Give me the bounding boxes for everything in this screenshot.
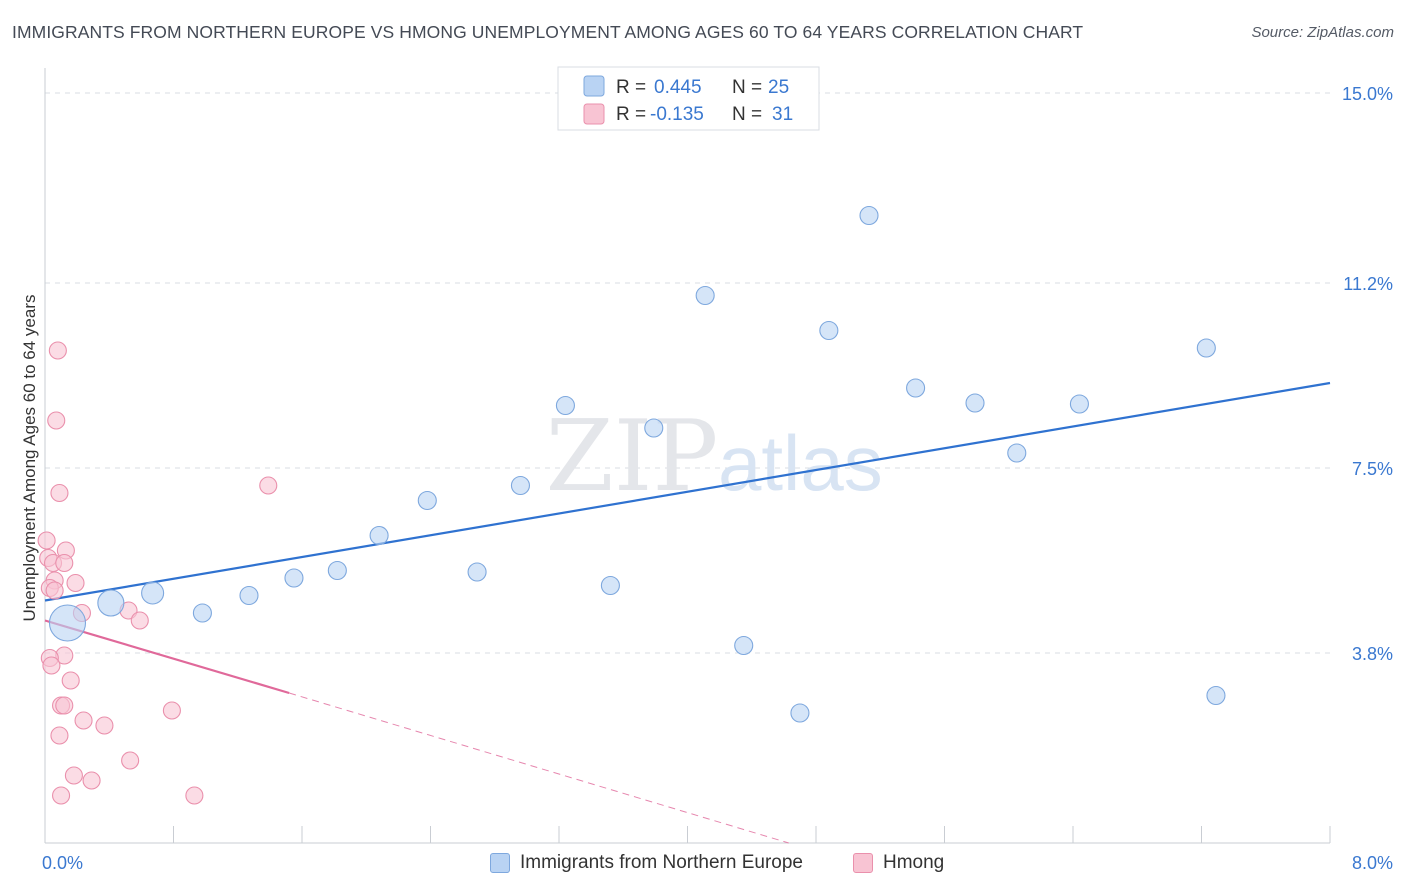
point-pink-22	[162, 701, 181, 720]
axes	[44, 68, 1331, 844]
legend-swatch-hmong	[853, 853, 873, 873]
y-tick-label-3: 15.0%	[1342, 84, 1393, 104]
point-pink-19	[61, 671, 80, 690]
y-tick-label-2: 11.2%	[1343, 274, 1393, 294]
legend-label-northern-europe: Immigrants from Northern Europe	[520, 852, 803, 873]
legend-r-label-1: R =	[616, 77, 646, 98]
trend-lines	[44, 381, 1331, 844]
point-blue-8	[417, 490, 437, 511]
point-blue-5	[284, 568, 304, 588]
point-pink-30	[185, 786, 204, 805]
point-pink-15	[130, 611, 149, 630]
legend-r-value-2: -0.135	[650, 104, 704, 125]
point-blue-20	[965, 393, 985, 413]
point-blue-3	[192, 603, 212, 623]
point-blue-10	[510, 475, 531, 496]
point-blue-6	[327, 560, 347, 581]
point-blue-9	[467, 562, 487, 582]
gridlines	[45, 92, 1330, 654]
point-pink-0	[48, 341, 67, 360]
legend-n-value-2: 31	[772, 104, 793, 125]
point-pink-24	[95, 716, 114, 735]
legend-top: R = 0.445 N = 25 R = -0.135 N = 31	[557, 66, 820, 131]
point-blue-0	[48, 604, 87, 642]
point-pink-8	[55, 553, 74, 573]
point-pink-27	[64, 766, 83, 785]
legend-item-hmong: Hmong	[853, 852, 944, 874]
point-blue-19	[906, 378, 926, 398]
point-blue-15	[734, 635, 754, 656]
legend-swatch-pink	[583, 103, 605, 125]
y-axis-label: Unemployment Among Ages 60 to 64 years	[20, 295, 39, 622]
legend-r-label-2: R =	[616, 104, 646, 125]
data-points	[37, 205, 1226, 805]
point-blue-22	[1069, 394, 1089, 414]
legend-item-northern-europe: Immigrants from Northern Europe	[490, 852, 803, 874]
point-pink-25	[50, 726, 69, 745]
point-pink-29	[52, 786, 71, 805]
legend-n-value-1: 25	[768, 77, 789, 98]
point-pink-3	[259, 476, 278, 495]
x-tick-label-0: 0.0%	[42, 853, 83, 873]
watermark: ZIP atlas	[546, 400, 883, 514]
chart-title: IMMIGRANTS FROM NORTHERN EUROPE VS HMONG…	[12, 22, 1084, 42]
point-blue-21	[1007, 443, 1027, 463]
point-pink-10	[66, 573, 85, 593]
point-blue-24	[1206, 685, 1226, 706]
point-blue-17	[819, 320, 839, 341]
watermark-zip: ZIP	[546, 400, 719, 514]
x-tick-label-1: 8.0%	[1352, 853, 1393, 873]
point-blue-23	[1196, 338, 1216, 358]
point-blue-16	[790, 703, 810, 723]
point-pink-2	[50, 483, 69, 503]
point-pink-26	[121, 751, 140, 770]
point-blue-1	[97, 589, 125, 617]
point-pink-18	[42, 656, 61, 675]
trend-line-pink	[44, 619, 290, 695]
legend-n-label-2: N =	[732, 104, 762, 125]
legend-n-label-1: N =	[732, 77, 762, 98]
y-tick-label-1: 7.5%	[1352, 459, 1393, 479]
legend-bottom: Immigrants from Northern Europe Hmong	[0, 850, 1406, 880]
trend-line-blue	[44, 381, 1331, 602]
point-blue-11	[555, 395, 575, 416]
point-blue-12	[600, 575, 620, 596]
point-pink-23	[74, 711, 93, 730]
point-blue-14	[695, 285, 715, 306]
y-tick-label-0: 3.8%	[1352, 644, 1393, 664]
point-blue-2	[141, 581, 165, 605]
point-blue-7	[369, 525, 389, 546]
trend-line-pink-extension	[289, 692, 789, 844]
legend-swatch-blue	[583, 75, 605, 97]
point-blue-4	[239, 585, 259, 606]
point-blue-18	[859, 205, 879, 226]
point-pink-28	[82, 771, 101, 790]
legend-label-hmong: Hmong	[883, 852, 945, 873]
point-pink-1	[47, 411, 66, 430]
source-label: Source: ZipAtlas.com	[1251, 24, 1394, 41]
point-pink-21	[55, 696, 74, 715]
legend-swatch-northern-europe	[490, 853, 510, 873]
point-pink-4	[37, 531, 56, 550]
tick-labels: 3.8% 7.5% 11.2% 15.0% 0.0% 8.0%	[42, 84, 1393, 873]
point-blue-13	[644, 418, 664, 438]
legend-r-value-1: 0.445	[654, 77, 702, 98]
point-pink-12	[45, 581, 64, 600]
